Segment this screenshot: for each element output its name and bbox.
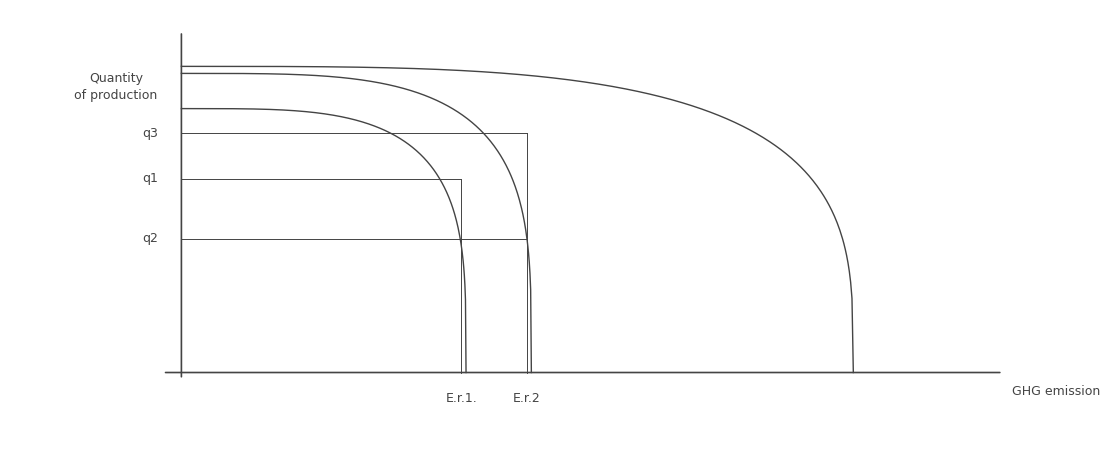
Text: E.r.1.: E.r.1. bbox=[446, 392, 477, 405]
Text: q3: q3 bbox=[142, 127, 159, 140]
Text: q2: q2 bbox=[142, 232, 159, 245]
Text: GHG emission reduction: GHG emission reduction bbox=[1012, 386, 1101, 398]
Text: Quantity
of production: Quantity of production bbox=[75, 72, 157, 102]
Text: q1: q1 bbox=[142, 173, 159, 185]
Text: E.r.2: E.r.2 bbox=[513, 392, 541, 405]
